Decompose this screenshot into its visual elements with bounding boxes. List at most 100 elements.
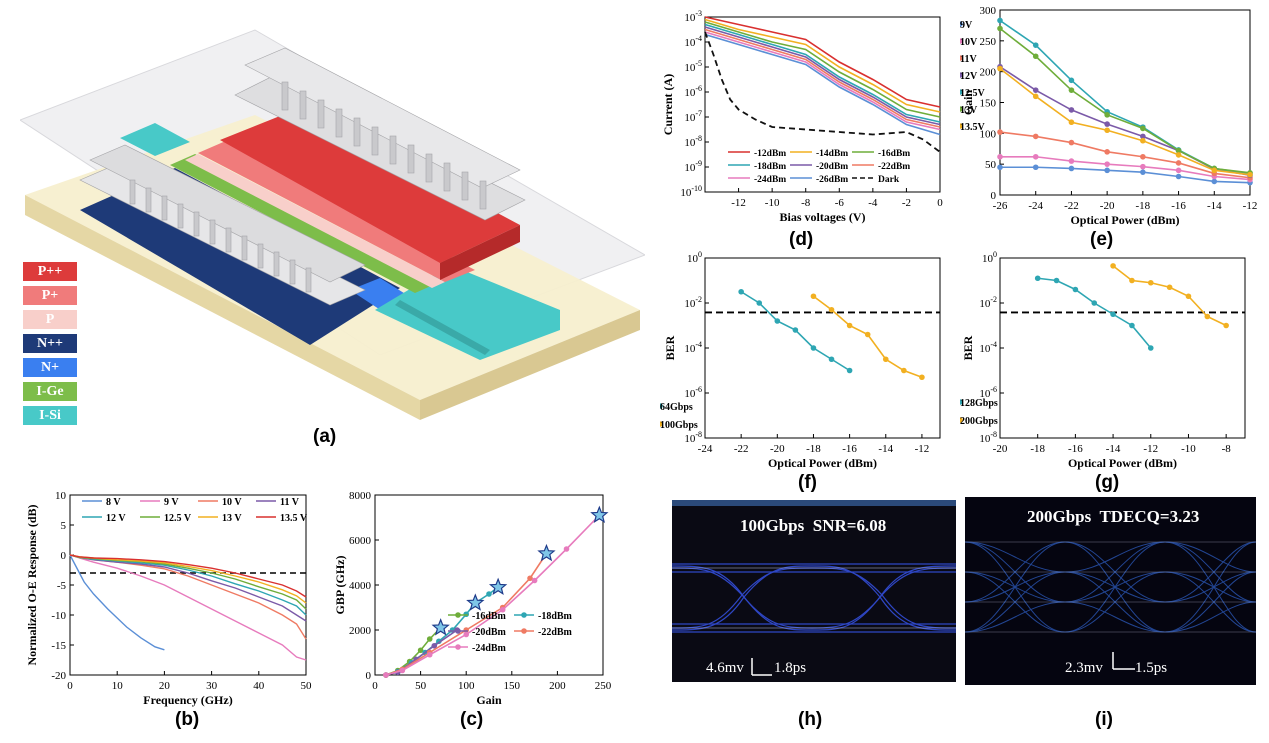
series-line-3 <box>704 23 941 123</box>
data-point <box>1175 173 1182 180</box>
legend-label: 200Gbps <box>960 416 998 427</box>
y-tick-label: 10-7 <box>684 109 702 124</box>
data-point <box>828 306 835 313</box>
data-point <box>1166 284 1173 291</box>
data-point <box>527 575 533 582</box>
y-tick-label: 100 <box>687 250 702 265</box>
data-point <box>997 129 1003 135</box>
series-line-4 <box>385 514 600 676</box>
chart-d-iv: -12 -10 -8 -6 -4 -2 0 10-10 10-9 10-8 10-7 10-6 10-5… <box>661 9 943 224</box>
data-point <box>738 288 744 295</box>
legend-label: 10V <box>960 37 978 48</box>
y-axis-label: BER <box>961 335 975 360</box>
data-point <box>919 374 925 381</box>
y-tick-label: 0 <box>366 670 372 682</box>
x-tick-label: 250 <box>595 680 612 692</box>
data-point <box>810 345 817 351</box>
data-point <box>1175 160 1182 166</box>
eye-diagram-i: 200Gbps TDECQ=3.23 2.3mv 1.5ps <box>965 497 1256 685</box>
data-point <box>399 667 406 674</box>
y-tick-label: 200 <box>980 67 997 79</box>
legend-label: -18dBm <box>538 611 573 622</box>
legend-label: -22dBm <box>538 627 573 638</box>
star-marker <box>537 543 556 562</box>
series-line-8 <box>704 31 941 153</box>
x-tick-label: 0 <box>372 680 378 692</box>
data-point <box>1034 275 1041 282</box>
data-point <box>486 591 492 597</box>
legend-label: 128Gbps <box>960 398 998 409</box>
data-point <box>1104 167 1110 174</box>
data-point <box>901 367 907 374</box>
data-point <box>531 577 538 584</box>
y-tick-label: 10-9 <box>684 159 702 174</box>
x-axis-label: Frequency (GHz) <box>143 693 232 707</box>
caption-g: (g) <box>1095 472 1120 493</box>
data-point <box>1068 77 1075 84</box>
legend-label: 11V <box>960 54 977 65</box>
chart-c-gbp: 0 50 100 150 200 250 0 2000 4000 6000 8000 Gain GBP … <box>333 490 612 707</box>
y-tick-label: 10-10 <box>680 184 702 199</box>
legend-label: -18dBm <box>754 162 786 172</box>
data-point <box>1185 293 1192 300</box>
x-tick-label: -6 <box>835 197 845 209</box>
data-point <box>1175 167 1182 174</box>
layer-legend-i-si: I-Si <box>23 406 77 425</box>
eye-h-tscale: 1.8ps <box>774 660 807 676</box>
legend-label: 13V <box>960 105 978 116</box>
x-tick-label: -26 <box>993 200 1008 212</box>
legend-marker <box>660 403 663 409</box>
legend-label: 8 V <box>106 497 121 508</box>
legend-marker <box>455 644 461 650</box>
star-marker <box>590 505 609 524</box>
data-point <box>1140 133 1146 140</box>
x-tick-label: -16 <box>1171 200 1186 212</box>
data-point <box>1068 119 1075 126</box>
device-3d-drawing <box>18 29 647 420</box>
data-point <box>1223 322 1229 329</box>
y-tick-label: 0 <box>61 550 67 562</box>
x-tick-label: 20 <box>159 680 171 692</box>
series-line-1 <box>704 18 941 113</box>
y-tick-label: 2000 <box>349 625 372 637</box>
eye-h-vscale: 4.6mv <box>706 660 744 676</box>
data-point <box>1032 93 1039 100</box>
y-tick-label: -20 <box>51 670 66 682</box>
legend-label: -16dBm <box>878 149 910 159</box>
x-tick-label: 40 <box>253 680 264 692</box>
y-tick-label: 10-8 <box>684 134 702 149</box>
legend-label: 11 V <box>280 497 300 508</box>
x-tick-label: -12 <box>915 443 930 455</box>
x-tick-label: -12 <box>731 197 746 209</box>
x-tick-label: -24 <box>698 443 713 455</box>
data-point <box>1147 345 1154 351</box>
x-tick-label: 10 <box>112 680 124 692</box>
caption-i: (i) <box>1095 709 1113 730</box>
data-point <box>882 356 889 363</box>
series-line-0 <box>69 554 165 651</box>
x-tick-label: 150 <box>504 680 521 692</box>
y-tick-label: 10-4 <box>684 340 702 355</box>
back-electrode <box>234 47 526 221</box>
data-point <box>1104 121 1110 127</box>
legend-label: -12dBm <box>754 149 786 159</box>
legend-label: -26dBm <box>816 175 848 185</box>
data-point <box>810 293 817 300</box>
caption-d: (d) <box>789 229 814 250</box>
x-tick-label: -20 <box>993 443 1008 455</box>
x-tick-label: -14 <box>1106 443 1121 455</box>
data-point <box>1140 169 1146 175</box>
data-point <box>997 153 1003 160</box>
y-tick-label: 10 <box>55 490 67 502</box>
y-tick-label: 4000 <box>349 580 372 592</box>
series-line-5 <box>704 28 941 128</box>
legend-marker <box>960 21 963 27</box>
data-point <box>417 647 424 654</box>
chart-f-ber: -24 -22 -20 -18 -16 -14 -12 10-8 10-6 10-4 10-2 100… <box>660 250 941 470</box>
data-point <box>1104 149 1110 155</box>
x-tick-label: -4 <box>868 197 878 209</box>
legend-label: 12.5 V <box>164 513 192 524</box>
caption-e: (e) <box>1090 229 1114 250</box>
x-tick-label: 0 <box>937 197 943 209</box>
y-axis-label: Gain <box>961 90 975 116</box>
